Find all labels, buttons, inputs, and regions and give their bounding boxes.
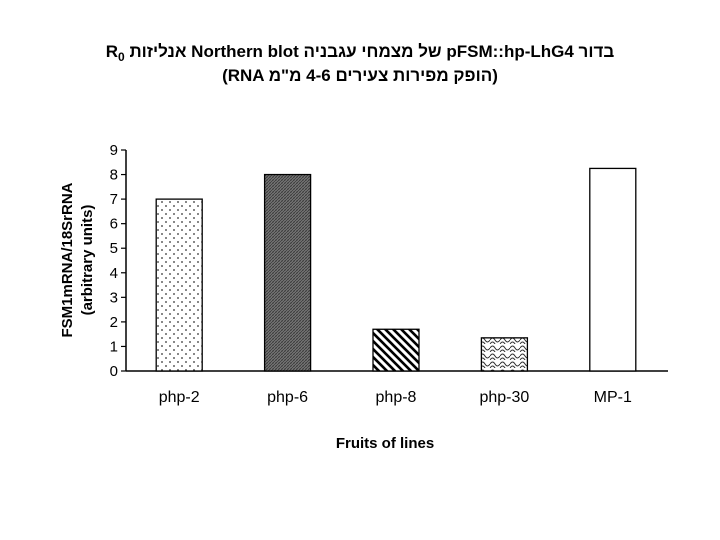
chart-title: R0 אנליזות Northern blot של מצמחי עגבניה… xyxy=(0,42,720,64)
x-axis-title: Fruits of lines xyxy=(336,435,434,452)
bar-php-30 xyxy=(480,337,529,372)
x-category-label: php-30 xyxy=(479,389,529,406)
y-tick-label: 7 xyxy=(110,191,118,208)
y-tick-label: 5 xyxy=(110,240,118,257)
y-tick-label: 6 xyxy=(110,216,118,233)
title-subscript: 0 xyxy=(118,50,125,64)
y-tick-label: 4 xyxy=(110,265,118,282)
y-tick-label: 3 xyxy=(110,289,118,306)
title-subscript-prefix: R xyxy=(105,42,119,61)
x-category-label: php-6 xyxy=(267,389,308,406)
y-tick-label: 8 xyxy=(110,167,118,184)
bar-php-2 xyxy=(155,198,203,372)
x-category-label: php-2 xyxy=(159,389,200,406)
y-axis-title-line1: FSM1mRNA/18SrRNA xyxy=(59,182,76,337)
bar-php-6 xyxy=(263,173,312,372)
x-category-label: MP-1 xyxy=(594,389,632,406)
y-tick-label: 1 xyxy=(110,338,118,355)
y-tick-label: 0 xyxy=(110,363,118,380)
x-category-label: php-8 xyxy=(376,389,417,406)
bar-mp-1 xyxy=(589,167,637,372)
bar-php-8 xyxy=(372,328,420,372)
y-tick-label: 2 xyxy=(110,314,118,331)
y-tick-label: 9 xyxy=(110,142,118,159)
chart-subtitle: (RNA הופק מפירות צעירים 4-6 מ"מ) xyxy=(222,66,498,85)
y-axis-title-line2: (arbitrary units) xyxy=(79,205,96,316)
title-text: אנליזות Northern blot של מצמחי עגבניה pF… xyxy=(129,42,615,61)
